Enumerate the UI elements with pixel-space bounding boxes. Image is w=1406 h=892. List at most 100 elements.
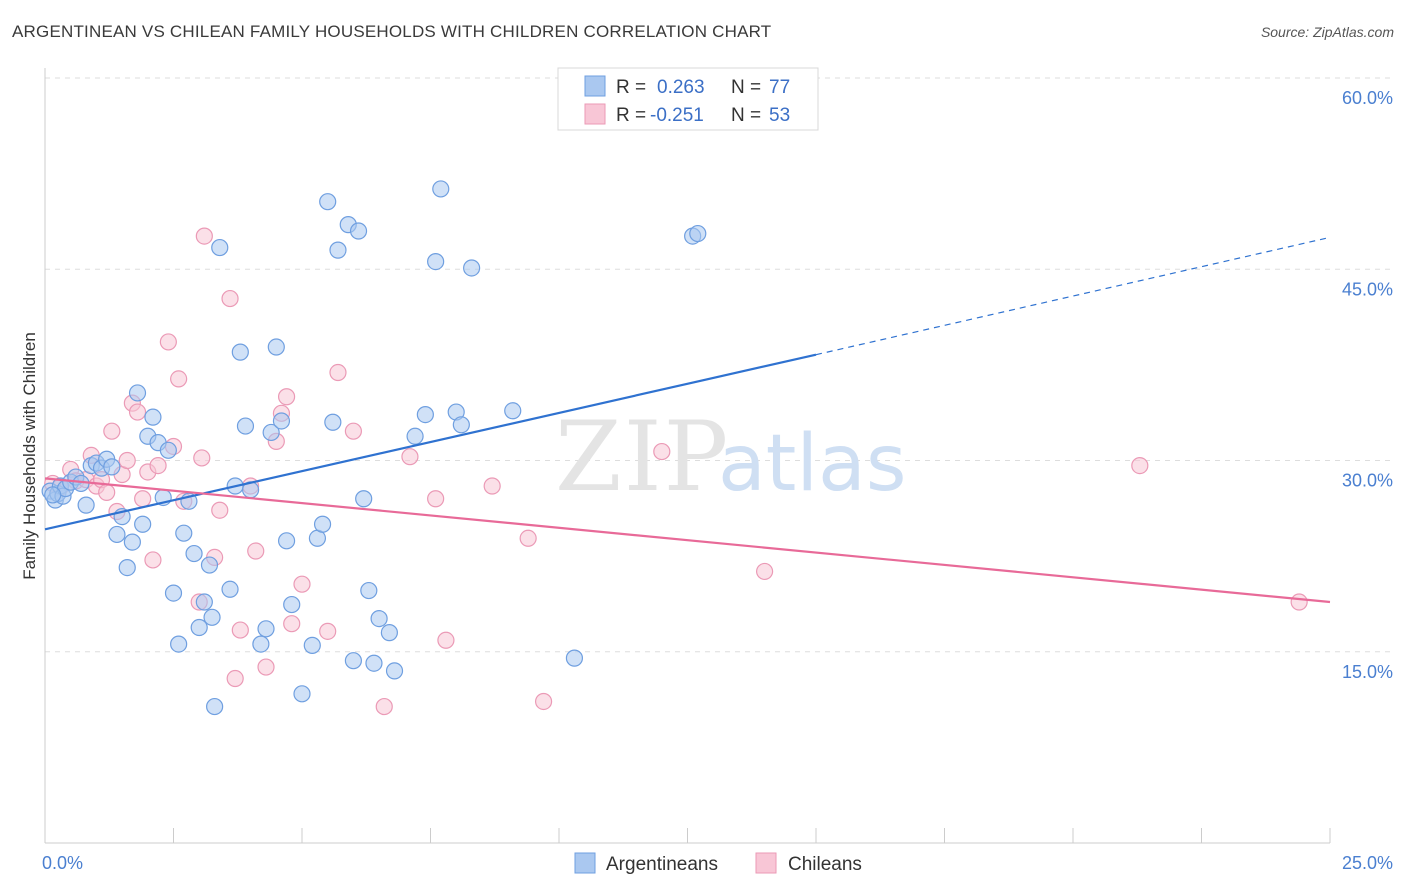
legend-r-value-2: -0.251 [650, 105, 704, 126]
chileans-point-26 [211, 501, 229, 519]
chart-title: ARGENTINEAN VS CHILEAN FAMILY HOUSEHOLDS… [12, 22, 772, 41]
chileans-point-11 [118, 451, 136, 470]
chileans-point-14 [134, 490, 152, 508]
bottom-legend-chileans: Chileans [788, 854, 862, 875]
bottom-legend-swatch-argentineans [574, 852, 596, 874]
argentineans-point-9 [77, 496, 95, 514]
argentineans-point-58 [349, 222, 368, 240]
argentineans-point-71 [463, 259, 481, 277]
argentineans-point-42 [252, 635, 270, 653]
chileans-point-51 [1290, 593, 1308, 611]
chileans-point-23 [193, 449, 211, 467]
argentineans-point-20 [134, 515, 152, 533]
argentineans-point-40 [236, 417, 255, 435]
argentineans-point-44 [262, 423, 280, 442]
argentineans-point-37 [221, 580, 239, 598]
argentineans-trend-line [44, 353, 817, 531]
chileans-point-43 [427, 490, 445, 508]
argentineans-point-26 [164, 584, 183, 602]
watermark-atlas: atlas [718, 419, 907, 509]
argentineans-point-45 [267, 338, 285, 356]
chileans-point-37 [293, 575, 311, 593]
argentineans-point-57 [344, 652, 362, 670]
argentineans-point-65 [406, 427, 424, 445]
series-argentineans-points [41, 180, 707, 716]
chileans-point-48 [653, 442, 671, 461]
chileans-point-32 [257, 658, 275, 676]
legend-swatch-blue [584, 75, 606, 97]
argentineans-point-61 [365, 654, 383, 672]
chileans-point-36 [283, 615, 301, 633]
chileans-point-27 [221, 289, 239, 308]
argentineans-point-18 [123, 533, 141, 551]
argentineans-point-52 [313, 515, 332, 533]
argentineans-point-22 [144, 408, 162, 426]
argentineans-point-43 [257, 620, 275, 638]
y-tick-label-45: 45.0% [1342, 279, 1393, 299]
chileans-point-13 [128, 403, 147, 421]
chileans-point-47 [534, 692, 553, 711]
argentineans-point-35 [206, 697, 224, 716]
x-tick-label-max: 25.0% [1342, 853, 1393, 873]
bottom-legend-argentineans: Argentineans [606, 854, 718, 875]
argentineans-trend-extension [815, 236, 1331, 356]
chileans-point-29 [231, 621, 249, 639]
legend-r-value-1: 0.263 [657, 77, 705, 98]
y-tick-label-15: 15.0% [1342, 662, 1393, 682]
argentineans-point-68 [432, 180, 450, 198]
argentineans-point-67 [427, 253, 445, 271]
argentineans-point-60 [360, 581, 378, 600]
x-axis-ticks [44, 828, 1331, 843]
y-tick-label-60: 60.0% [1342, 88, 1393, 108]
argentineans-point-53 [319, 193, 337, 211]
argentineans-point-48 [283, 595, 301, 614]
argentineans-point-14 [103, 458, 121, 476]
argentineans-point-55 [329, 241, 347, 259]
chileans-point-44 [437, 631, 455, 649]
argentineans-point-50 [303, 636, 321, 654]
argentineans-point-34 [203, 608, 221, 626]
argentineans-point-66 [416, 406, 434, 424]
argentineans-point-36 [211, 238, 229, 257]
argentineans-point-33 [200, 556, 219, 574]
argentineans-point-32 [195, 593, 213, 611]
legend-swatch-pink [584, 103, 606, 125]
trend-lines [44, 236, 1331, 604]
argentineans-point-73 [565, 649, 584, 667]
y-tick-labels: 15.0% 30.0% 45.0% 60.0% [1342, 88, 1393, 682]
chileans-point-41 [375, 697, 393, 716]
argentineans-point-47 [277, 532, 296, 550]
chileans-point-18 [159, 333, 177, 351]
chileans-point-45 [483, 477, 501, 495]
y-tick-label-30: 30.0% [1342, 471, 1393, 491]
series-legend: Argentineans Chileans [574, 852, 862, 875]
chileans-point-49 [755, 562, 774, 581]
chileans-point-40 [344, 422, 362, 440]
argentineans-point-30 [185, 544, 203, 563]
argentineans-point-28 [175, 524, 193, 542]
argentineans-point-76 [44, 486, 62, 504]
legend-n-label-2: N = [731, 105, 761, 126]
watermark-zip: ZIP [555, 401, 730, 513]
chileans-point-39 [329, 363, 347, 382]
argentineans-point-39 [231, 343, 249, 361]
x-tick-label-min: 0.0% [42, 853, 83, 873]
y-axis-title: Family Households with Children [20, 332, 39, 580]
argentineans-point-25 [159, 441, 177, 459]
argentineans-point-15 [108, 525, 126, 544]
argentineans-point-72 [504, 402, 522, 420]
argentineans-point-27 [170, 635, 188, 653]
chileans-point-16 [144, 551, 162, 569]
chileans-point-24 [195, 227, 213, 245]
legend-n-value-2: 53 [769, 105, 790, 126]
chileans-trend-line [44, 477, 1331, 604]
legend-r-label-2: R = [616, 105, 646, 126]
chileans-point-17 [149, 457, 167, 475]
chileans-point-20 [170, 370, 188, 388]
legend-r-label-1: R = [616, 77, 646, 98]
argentineans-point-19 [128, 384, 147, 402]
argentineans-point-49 [293, 685, 311, 703]
chileans-point-35 [277, 388, 296, 406]
argentineans-point-54 [324, 413, 342, 431]
